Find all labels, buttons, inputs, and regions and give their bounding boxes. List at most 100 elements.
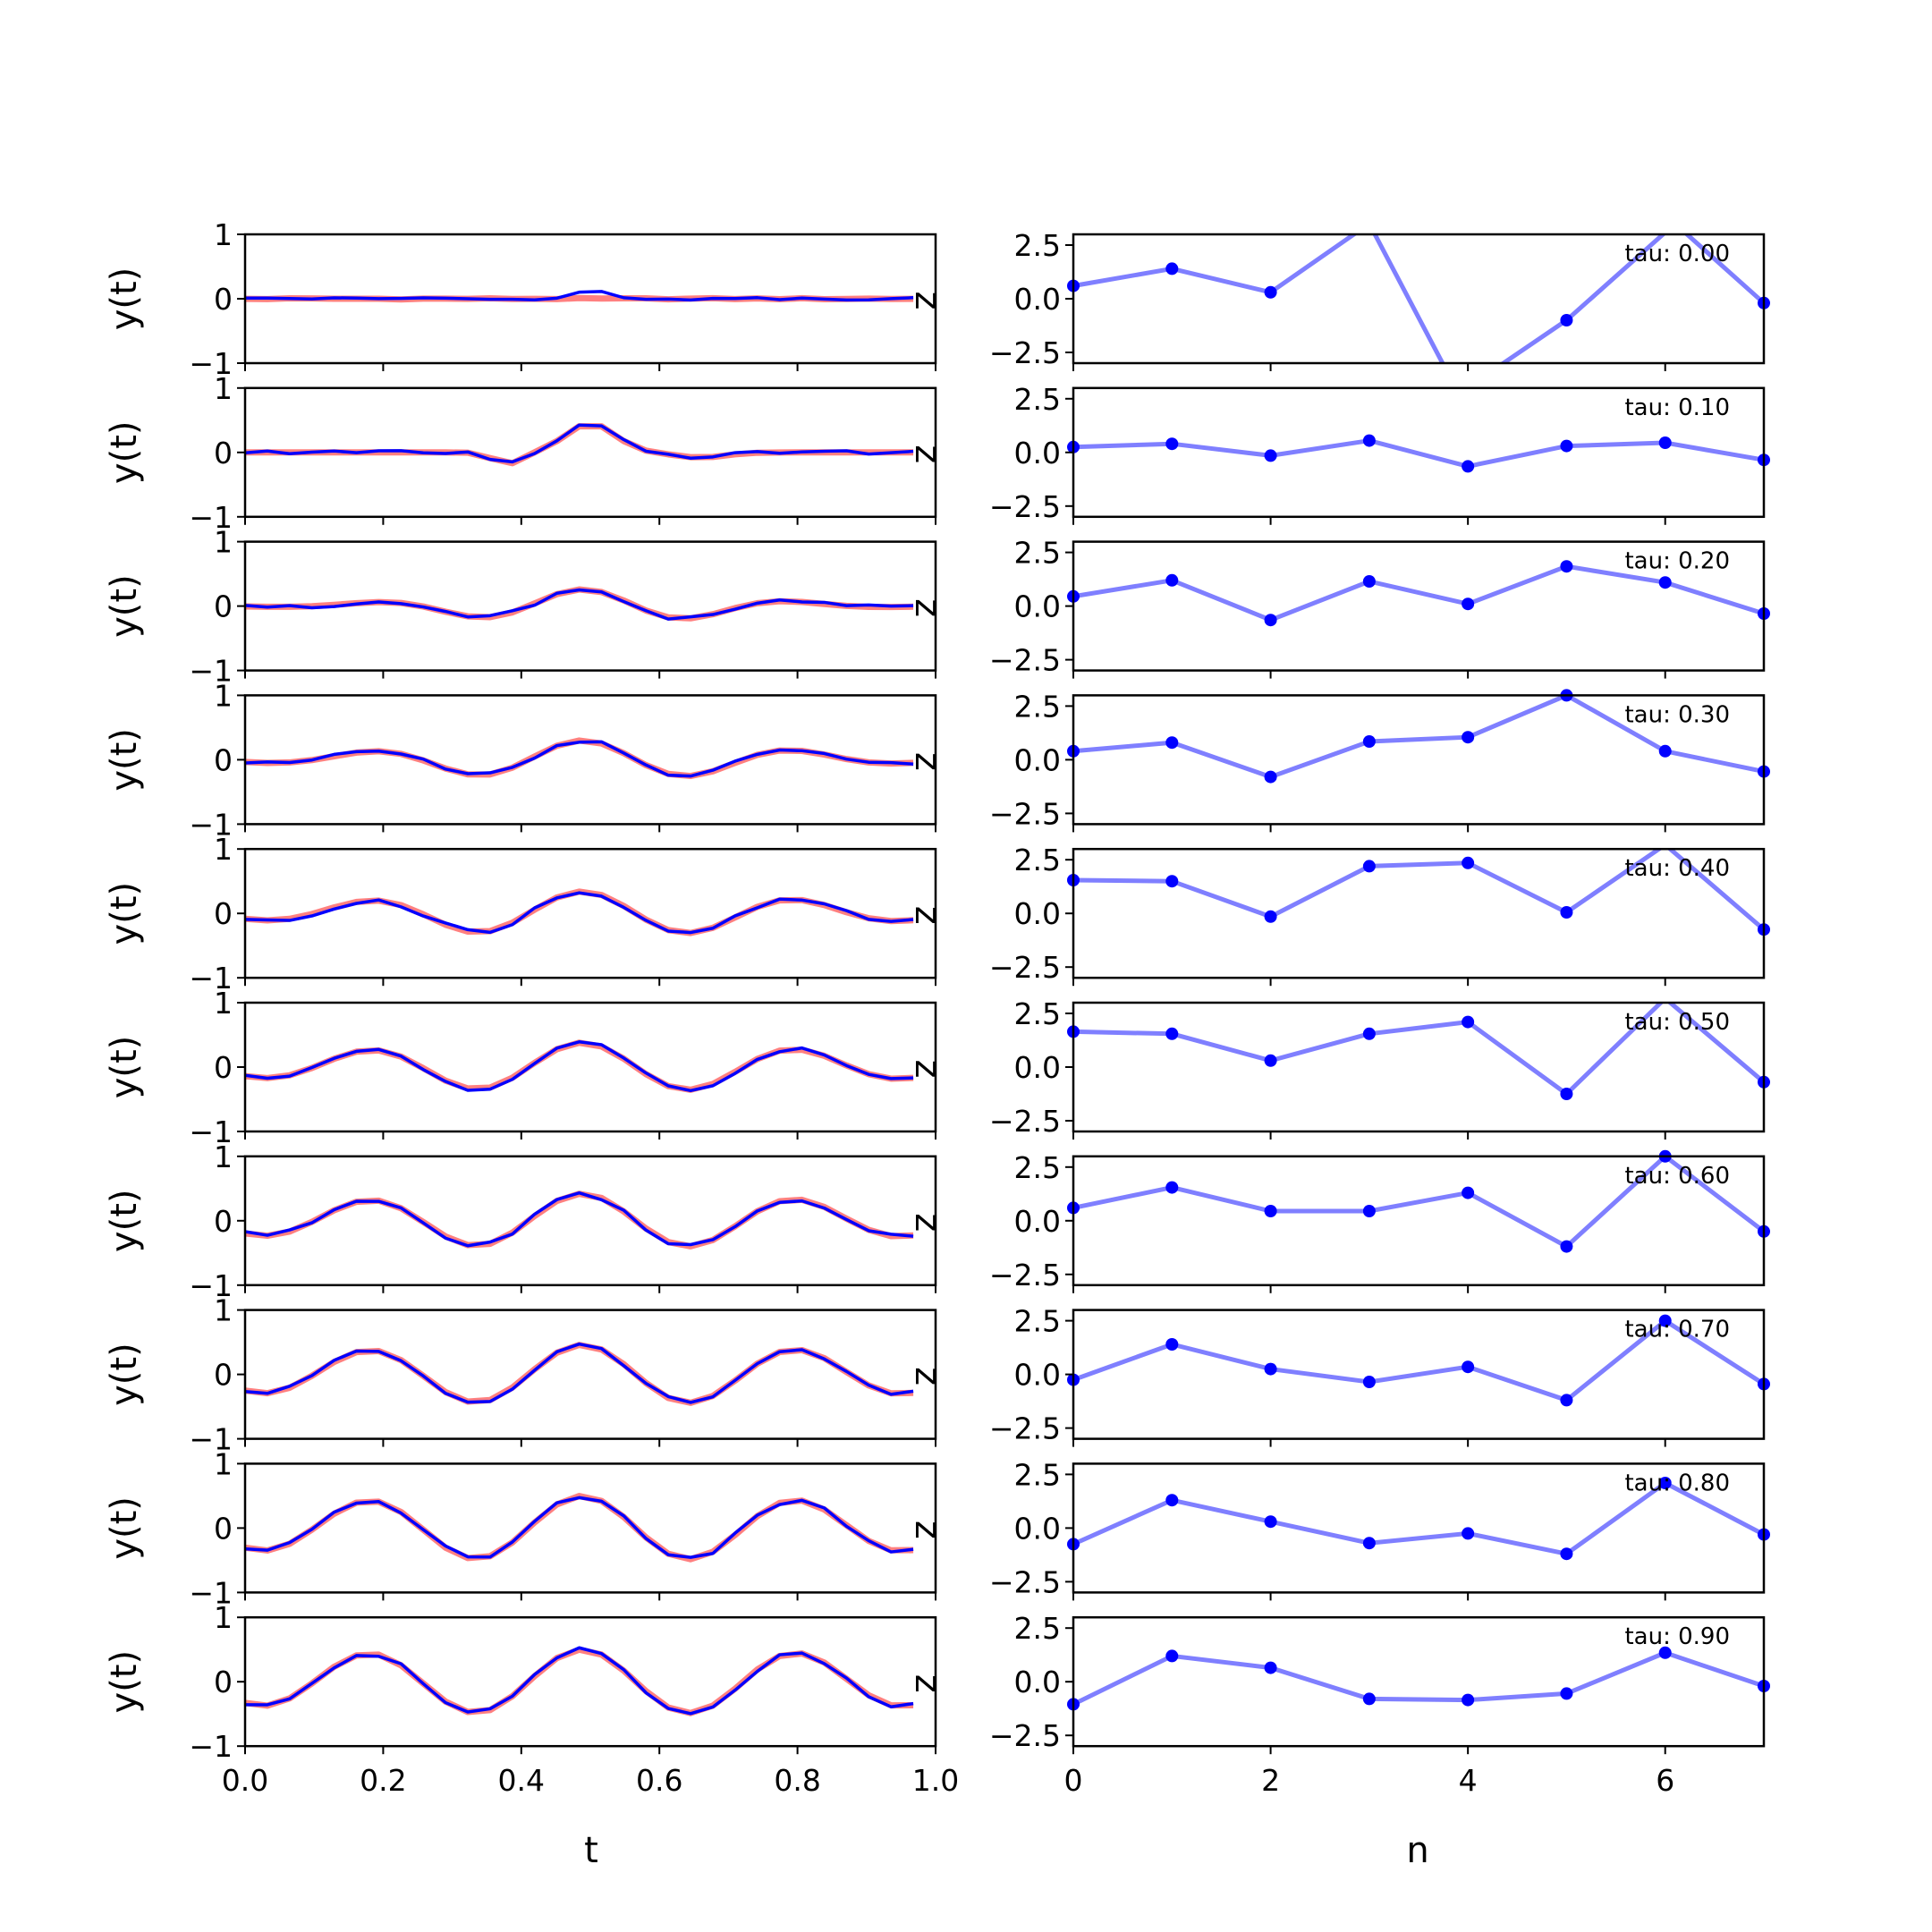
panel-row: 1 0 −1 y(t) z 2.5 0.0 −2.5 tau: 0.80 — [104, 1446, 1770, 1610]
latent-point — [1165, 573, 1179, 587]
left-panel: 1 0 −1 y(t) z — [104, 1446, 948, 1610]
left-x-tick-label: 0.0 — [222, 1763, 268, 1798]
corner-z-label: z — [907, 1213, 948, 1232]
left-y-tick-label: 1 — [214, 832, 233, 867]
left-y-tick-label: −1 — [189, 961, 233, 996]
prediction-series-line — [245, 1040, 914, 1093]
left-y-axis-label: y(t) — [104, 267, 145, 331]
right-y-tick-label: 0.0 — [1014, 1204, 1061, 1239]
latent-point — [1264, 1661, 1277, 1674]
latent-point — [1658, 1314, 1672, 1327]
left-y-tick-label: 0 — [214, 436, 233, 470]
panel-row: 1 0 −1 y(t) z 2.5 0.0 −2.5 tau: 0.60 — [104, 1140, 1770, 1303]
latent-point — [1462, 856, 1475, 869]
right-y-tick-label: −2.5 — [989, 1104, 1061, 1139]
latent-series-line — [1073, 438, 1764, 469]
left-y-tick-label: 0 — [214, 896, 233, 931]
latent-point — [1560, 1547, 1573, 1561]
left-x-tick-label: 0.4 — [498, 1763, 545, 1798]
tau-label: tau: 0.80 — [1624, 1470, 1730, 1496]
prediction-series-line — [245, 290, 914, 302]
left-x-tick-label: 0.8 — [774, 1763, 820, 1798]
right-y-tick-label: −2.5 — [989, 1411, 1061, 1446]
right-y-tick-label: −2.5 — [989, 1564, 1061, 1599]
left-panel-frame — [243, 694, 937, 826]
latent-series-line — [1073, 1318, 1764, 1403]
target-series-line — [245, 888, 914, 936]
latent-point — [1560, 439, 1573, 453]
left-panel: 1 0 −1 y(t) z — [104, 217, 948, 381]
right-y-tick-label: −2.5 — [989, 335, 1061, 370]
latent-point — [1165, 736, 1179, 750]
right-panel: 2.5 0.0 −2.5 tau: 0.50 — [989, 996, 1770, 1140]
left-x-tick-label: 0.6 — [636, 1763, 682, 1798]
left-panel: 1 0 −1 y(t) z — [104, 678, 948, 842]
latent-point — [1462, 1186, 1475, 1199]
corner-z-label: z — [907, 1521, 948, 1539]
latent-point — [1362, 575, 1376, 588]
latent-point — [1658, 576, 1672, 589]
right-x-tick-label: 4 — [1459, 1763, 1478, 1798]
latent-point — [1658, 1477, 1672, 1489]
right-y-tick-label: 2.5 — [1014, 1457, 1061, 1492]
right-y-tick-label: 2.5 — [1014, 843, 1061, 877]
left-y-axis-label: y(t) — [104, 1190, 145, 1253]
tau-label: tau: 0.30 — [1624, 701, 1730, 728]
corner-z-label: z — [907, 292, 948, 310]
left-y-tick-label: 1 — [214, 1446, 233, 1481]
right-panel: 2.5 0.0 −2.5 tau: 0.80 — [989, 1457, 1770, 1601]
tau-label: tau: 0.60 — [1624, 1163, 1730, 1190]
latent-point — [1362, 1376, 1376, 1388]
target-series-line — [245, 737, 914, 780]
right-y-tick-label: 2.5 — [1014, 228, 1061, 263]
prediction-series-line — [245, 423, 914, 464]
prediction-series-line — [245, 588, 914, 621]
latent-point — [1362, 1692, 1376, 1706]
latent-point — [1264, 285, 1277, 299]
left-y-tick-label: −1 — [189, 654, 233, 689]
latent-point — [1264, 614, 1277, 627]
right-y-tick-label: −2.5 — [989, 489, 1061, 524]
latent-point — [1658, 1646, 1672, 1659]
left-y-axis-label: y(t) — [104, 728, 145, 792]
right-panel: 2.5 0.0 −2.5 tau: 0.70 — [989, 1304, 1770, 1447]
right-y-tick-label: 0.0 — [1014, 589, 1061, 624]
latent-point — [1362, 860, 1376, 873]
latent-point — [1165, 262, 1179, 275]
latent-series-line — [1073, 695, 1764, 780]
prediction-series-line — [245, 740, 914, 778]
panel-row: 1 0 −1 y(t) z 2.5 0.0 −2.5 tau: 0.20 — [104, 525, 1770, 689]
left-y-axis-label: y(t) — [104, 421, 145, 485]
right-y-tick-label: 2.5 — [1014, 1304, 1061, 1339]
latent-point — [1462, 1360, 1475, 1374]
left-y-tick-label: 0 — [214, 282, 233, 317]
latent-point — [1165, 437, 1179, 451]
right-x-tick-label: 0 — [1064, 1763, 1083, 1798]
latent-point — [1362, 434, 1376, 447]
left-y-tick-label: 0 — [214, 1665, 233, 1699]
target-series-line — [245, 423, 914, 467]
latent-point — [1362, 1027, 1376, 1040]
latent-point — [1560, 1687, 1573, 1700]
prediction-series-line — [245, 1191, 914, 1248]
latent-point — [1362, 735, 1376, 748]
left-y-axis-label: y(t) — [104, 1496, 145, 1560]
left-y-tick-label: −1 — [189, 1114, 233, 1149]
left-y-tick-label: 0 — [214, 589, 233, 624]
right-y-tick-label: 2.5 — [1014, 382, 1061, 417]
left-x-tick-label: 1.0 — [912, 1763, 959, 1798]
left-y-tick-label: 1 — [214, 217, 233, 252]
left-y-axis-label: y(t) — [104, 882, 145, 945]
latent-point — [1560, 1240, 1573, 1253]
latent-point — [1362, 1205, 1376, 1217]
corner-z-label: z — [907, 906, 948, 925]
corner-z-label: z — [907, 1367, 948, 1385]
left-y-tick-label: 1 — [214, 678, 233, 713]
tau-label: tau: 0.50 — [1624, 1009, 1730, 1036]
latent-point — [1462, 731, 1475, 744]
latent-point — [1560, 560, 1573, 573]
right-y-tick-label: 0.0 — [1014, 282, 1061, 317]
panel-row: 10−10.0 0.2 0.4 0.6 0.8 1.0y(t) z2.50.0−2.50 2 4… — [104, 1600, 1770, 1798]
target-series-line — [245, 1191, 914, 1250]
right-y-tick-label: 2.5 — [1014, 536, 1061, 571]
